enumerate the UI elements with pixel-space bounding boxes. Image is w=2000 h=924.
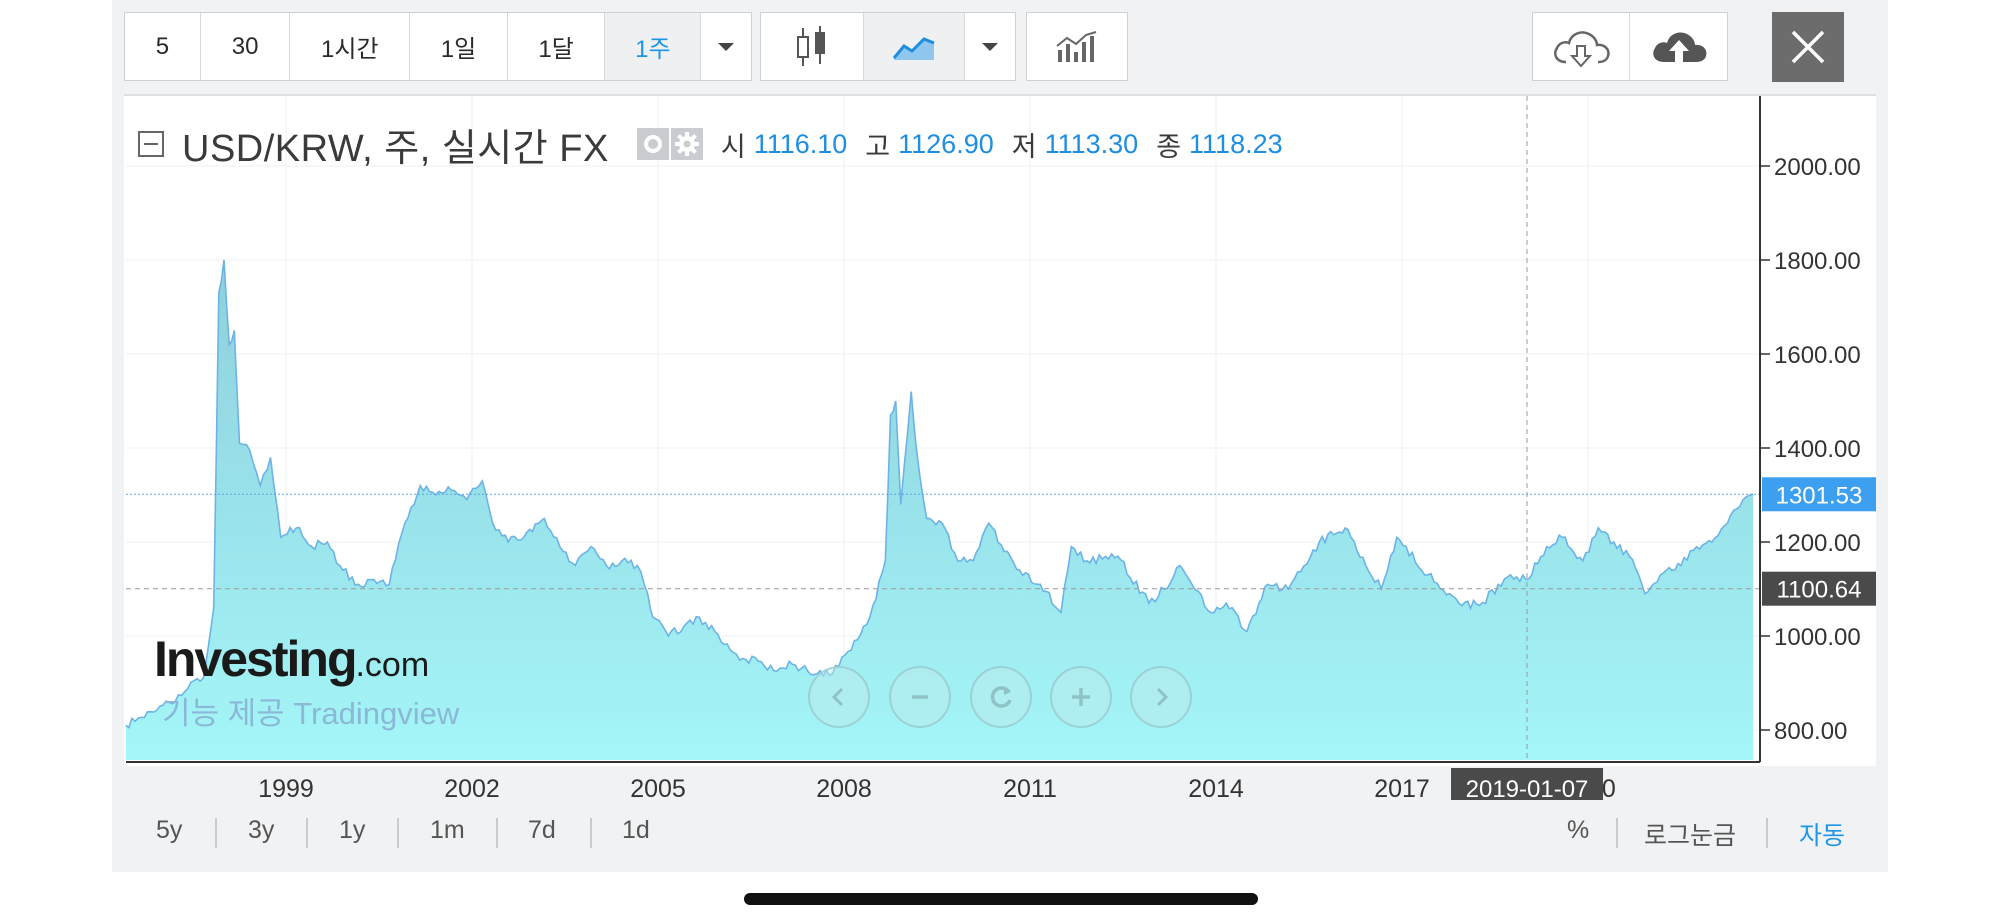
interval-30[interactable]: 30 [201, 13, 291, 80]
chevron-right-icon [1156, 687, 1169, 707]
cloud-upload-button[interactable] [1630, 13, 1727, 80]
x-tick-label: 2002 [444, 775, 500, 800]
ohlc-high-label: 고 [865, 131, 891, 162]
cloud-download-icon [1554, 30, 1610, 67]
candlestick-icon [797, 25, 826, 66]
crosshair-price-label: 1100.64 [1777, 577, 1862, 604]
chart-legend: USD/KRW, 주, 실시간 FX 시 1116.10 고 1126.90 저… [138, 120, 1301, 170]
logo-brand: Investing [154, 631, 357, 687]
legend-title: USD/KRW, 주, 실시간 FX [182, 127, 609, 170]
x-tick-label: 2005 [630, 775, 686, 800]
price-line [125, 259, 1754, 729]
ohlc-low-label: 저 [1011, 131, 1037, 162]
indicators-button[interactable] [1027, 13, 1127, 80]
x-tick-label: 2014 [1188, 775, 1244, 800]
range-1y[interactable]: 1y [339, 816, 366, 844]
y-tick-label: 1600.00 [1774, 342, 1861, 369]
zoom-in-button[interactable] [1050, 666, 1112, 728]
range-separator [306, 818, 308, 848]
chevron-down-icon [982, 42, 999, 51]
interval-1h[interactable]: 1시간 [290, 13, 411, 80]
chart-type-dropdown[interactable] [965, 13, 1015, 80]
y-tick-label: 2000.00 [1774, 154, 1861, 181]
home-indicator [744, 893, 1258, 905]
cloud-upload-icon [1652, 31, 1706, 62]
crosshair-date-box [1451, 768, 1604, 800]
visibility-button[interactable] [636, 128, 669, 160]
price-area [125, 260, 1754, 760]
price-label-box [1762, 477, 1876, 512]
y-tick-label: 1000.00 [1774, 624, 1861, 651]
range-5y[interactable]: 5y [156, 816, 183, 844]
eye-icon [643, 135, 662, 153]
range-1d[interactable]: 1d [622, 816, 650, 844]
area-chart-button[interactable] [864, 13, 966, 80]
percent-toggle[interactable]: % [1567, 816, 1590, 844]
ohlc-close-value: 1118.23 [1189, 128, 1283, 159]
log-scale-toggle[interactable]: 로그눈금 [1644, 822, 1737, 850]
candlestick-button[interactable] [761, 13, 865, 80]
range-separator [1616, 818, 1618, 848]
ohlc-open-label: 시 [720, 131, 746, 162]
ohlc-values: 시 1116.10 고 1126.90 저 1113.30 종 1118.23 [721, 125, 1301, 164]
range-separator [397, 818, 399, 848]
investing-watermark: Investing.com 기능 제공 Tradingview [154, 630, 459, 731]
chevron-down-icon [718, 42, 735, 51]
interval-1w[interactable]: 1주 [605, 13, 702, 80]
range-1m[interactable]: 1m [430, 816, 465, 844]
crosshair-date-label: 2019-01-07 [1466, 776, 1589, 800]
logo-suffix: .com [355, 646, 430, 684]
ohlc-close-label: 종 [1156, 131, 1182, 162]
settings-button[interactable] [670, 128, 703, 160]
indicators-icon [1056, 30, 1097, 62]
plus-icon [1072, 688, 1090, 706]
x-tick-label: 2011 [1003, 775, 1057, 800]
ohlc-high-value: 1126.90 [898, 128, 994, 159]
range-separator [590, 818, 592, 848]
investing-logo: Investing.com [154, 630, 429, 688]
range-separator [1766, 818, 1768, 848]
scroll-left-button[interactable] [808, 666, 870, 728]
reset-button[interactable] [970, 666, 1032, 728]
minus-icon [912, 695, 928, 699]
y-tick-label: 800.00 [1774, 718, 1847, 745]
auto-scale-toggle[interactable]: 자동 [1799, 822, 1846, 850]
indicator-group [1026, 12, 1128, 81]
range-separator [215, 818, 217, 848]
x-tick-label: 1999 [258, 775, 314, 800]
chevron-left-icon [831, 687, 844, 707]
ohlc-open-value: 1116.10 [753, 128, 848, 159]
price-label: 1301.53 [1776, 482, 1863, 509]
legend-collapse-button[interactable] [138, 131, 164, 157]
interval-group: 5 30 1시간 1일 1달 1주 [124, 12, 752, 81]
close-button[interactable] [1772, 12, 1844, 82]
range-7d[interactable]: 7d [528, 816, 556, 844]
chart-type-group [760, 12, 1016, 81]
y-tick-label: 1800.00 [1774, 248, 1861, 275]
interval-dropdown[interactable] [701, 13, 751, 80]
range-bar: 5y 3y 1y 1m 7d 1d % 로그눈금 자동 [124, 808, 1876, 858]
powered-by-text: 기능 제공 Tradingview [162, 696, 460, 731]
x-tick-label: 2008 [816, 775, 872, 800]
interval-1d[interactable]: 1일 [410, 13, 508, 80]
range-3y[interactable]: 3y [248, 816, 275, 844]
ohlc-low-value: 1113.30 [1044, 128, 1139, 159]
gear-icon [674, 132, 699, 156]
scroll-right-button[interactable] [1130, 666, 1192, 728]
close-icon [1791, 30, 1825, 64]
crosshair-price-box [1762, 571, 1876, 606]
interval-1mo[interactable]: 1달 [508, 13, 606, 80]
y-tick-label: 1400.00 [1774, 436, 1861, 463]
cloud-download-button[interactable] [1533, 13, 1630, 80]
range-separator [496, 818, 498, 848]
interval-5[interactable]: 5 [125, 13, 201, 80]
price-chart[interactable]: 800.00 1000.00 1200.00 1400.00 1600.00 1800.0… [0, 0, 2000, 800]
cloud-group [1532, 12, 1728, 81]
y-tick-label: 1200.00 [1774, 530, 1861, 557]
refresh-icon [990, 686, 1012, 708]
x-tick-label: 2017 [1374, 775, 1430, 800]
zoom-out-button[interactable] [889, 666, 951, 728]
area-chart-icon [893, 36, 935, 60]
